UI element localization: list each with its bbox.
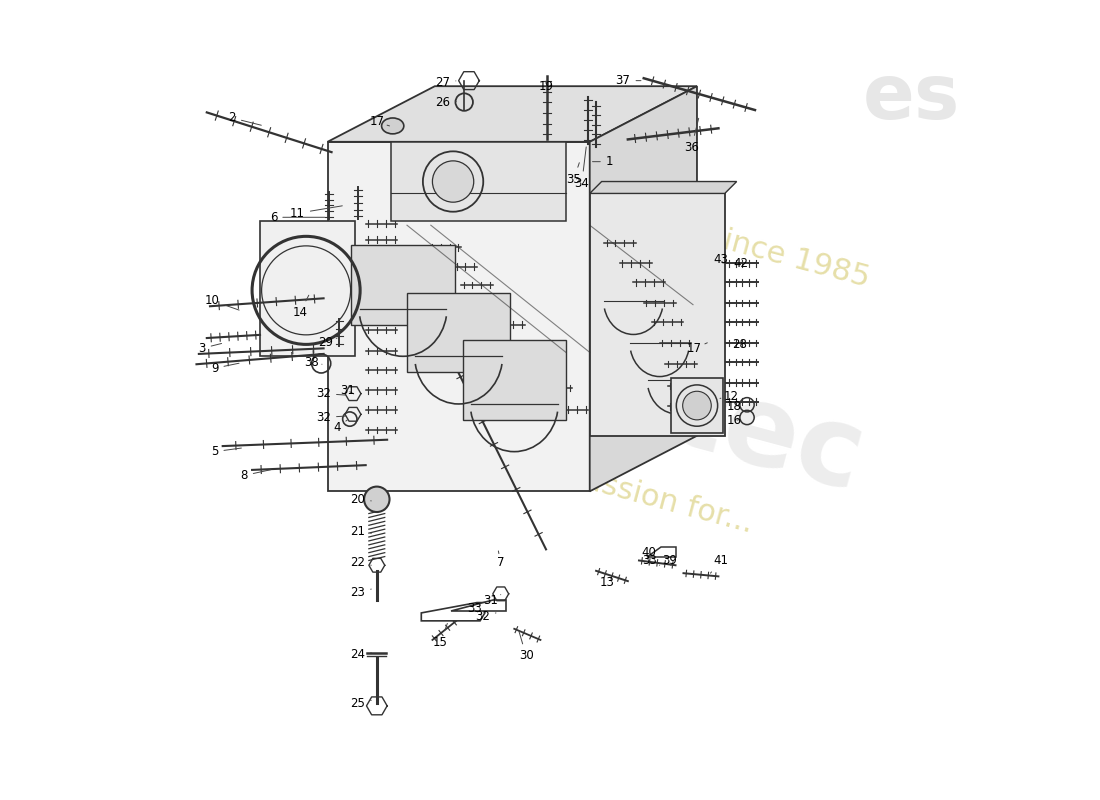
Text: 22: 22 (350, 556, 372, 570)
Polygon shape (671, 378, 723, 434)
Text: 20: 20 (350, 493, 372, 506)
Text: 35: 35 (566, 162, 581, 186)
Text: 9: 9 (211, 362, 239, 374)
Polygon shape (463, 341, 565, 420)
Circle shape (432, 161, 474, 202)
Polygon shape (407, 293, 510, 372)
Polygon shape (590, 194, 725, 436)
Text: 32: 32 (316, 387, 345, 400)
Text: 38: 38 (305, 356, 322, 369)
Text: 12: 12 (720, 390, 738, 402)
Polygon shape (328, 142, 590, 491)
Text: 6: 6 (270, 210, 324, 224)
Text: 16: 16 (727, 414, 741, 427)
Text: 42: 42 (734, 257, 748, 270)
Text: 32: 32 (316, 411, 345, 424)
Text: 19: 19 (539, 80, 553, 93)
Text: 26: 26 (436, 96, 456, 110)
Text: 29: 29 (319, 336, 337, 350)
Text: 40: 40 (642, 546, 657, 559)
Polygon shape (351, 245, 454, 325)
Text: 14: 14 (293, 295, 309, 319)
Text: 39: 39 (662, 554, 676, 567)
Polygon shape (392, 142, 565, 222)
Text: 8: 8 (241, 469, 271, 482)
Polygon shape (590, 182, 737, 194)
Text: 41: 41 (711, 554, 728, 573)
Text: 4: 4 (333, 420, 348, 434)
Polygon shape (590, 86, 697, 491)
Circle shape (683, 391, 712, 420)
Text: 17: 17 (370, 115, 389, 129)
Text: 25: 25 (350, 697, 372, 710)
Text: 43: 43 (714, 253, 728, 266)
Text: 5: 5 (211, 445, 241, 458)
Text: eurotec: eurotec (384, 286, 876, 514)
Text: 31: 31 (340, 384, 355, 397)
Text: 24: 24 (350, 648, 372, 661)
Polygon shape (451, 600, 506, 610)
Text: 3: 3 (198, 342, 221, 355)
Text: 18: 18 (727, 400, 741, 413)
Text: since 1985: since 1985 (704, 222, 872, 293)
Text: 36: 36 (684, 118, 699, 154)
Text: 7: 7 (497, 551, 505, 570)
Circle shape (364, 486, 389, 512)
Text: 32: 32 (475, 610, 496, 622)
Text: 13: 13 (600, 571, 615, 590)
Text: 11: 11 (290, 206, 342, 220)
Text: a passion for...: a passion for... (535, 453, 757, 538)
Text: 30: 30 (519, 631, 534, 662)
Polygon shape (421, 602, 485, 621)
Text: 34: 34 (574, 147, 590, 190)
Text: 33: 33 (468, 602, 485, 618)
Text: 37: 37 (616, 74, 641, 87)
Text: 10: 10 (205, 294, 239, 310)
Text: 15: 15 (433, 623, 448, 649)
Text: 17: 17 (688, 342, 707, 355)
Text: 33: 33 (642, 554, 660, 567)
Ellipse shape (382, 118, 404, 134)
Text: es: es (862, 61, 960, 135)
Polygon shape (647, 547, 675, 558)
Text: 2: 2 (229, 111, 262, 126)
Text: 1: 1 (593, 155, 614, 168)
Text: 28: 28 (732, 338, 750, 351)
Text: 23: 23 (350, 586, 372, 598)
Polygon shape (328, 86, 697, 142)
Text: 31: 31 (483, 594, 500, 606)
Text: 27: 27 (436, 76, 455, 89)
Text: 21: 21 (350, 525, 372, 538)
Polygon shape (260, 222, 355, 356)
